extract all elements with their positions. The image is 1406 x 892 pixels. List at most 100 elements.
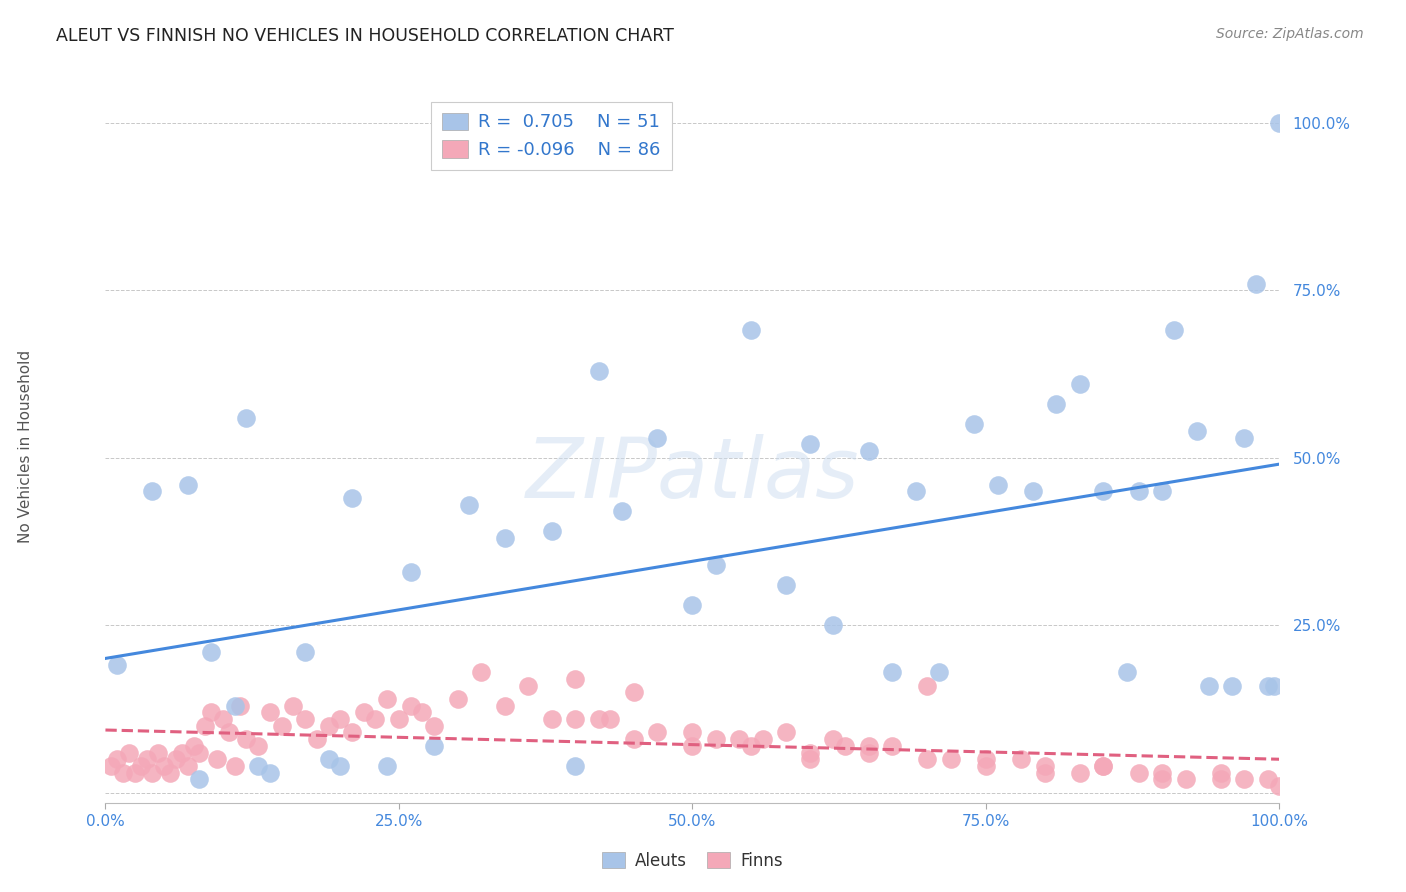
Point — [540, 524, 562, 539]
Point — [229, 698, 252, 713]
Point — [775, 725, 797, 739]
Point — [623, 685, 645, 699]
Point — [564, 672, 586, 686]
Point — [141, 765, 163, 780]
Point — [799, 437, 821, 451]
Point — [1022, 484, 1045, 499]
Point — [704, 732, 727, 747]
Text: ALEUT VS FINNISH NO VEHICLES IN HOUSEHOLD CORRELATION CHART: ALEUT VS FINNISH NO VEHICLES IN HOUSEHOL… — [56, 27, 673, 45]
Point — [904, 484, 927, 499]
Point — [1263, 679, 1285, 693]
Point — [364, 712, 387, 726]
Point — [141, 484, 163, 499]
Point — [270, 719, 292, 733]
Point — [1233, 772, 1256, 787]
Point — [704, 558, 727, 572]
Point — [458, 498, 481, 512]
Point — [411, 706, 433, 720]
Point — [728, 732, 751, 747]
Point — [205, 752, 228, 766]
Point — [1209, 772, 1232, 787]
Point — [470, 665, 492, 680]
Point — [194, 719, 217, 733]
Point — [224, 759, 246, 773]
Point — [188, 746, 211, 760]
Point — [235, 732, 257, 747]
Point — [928, 665, 950, 680]
Point — [1128, 484, 1150, 499]
Point — [681, 598, 703, 612]
Point — [218, 725, 240, 739]
Point — [247, 759, 270, 773]
Point — [1150, 484, 1173, 499]
Point — [165, 752, 187, 766]
Point — [517, 679, 540, 693]
Point — [939, 752, 962, 766]
Point — [118, 746, 141, 760]
Point — [494, 698, 516, 713]
Point — [159, 765, 181, 780]
Point — [329, 759, 352, 773]
Point — [963, 417, 986, 432]
Point — [259, 765, 281, 780]
Point — [1244, 277, 1267, 291]
Point — [388, 712, 411, 726]
Point — [974, 759, 997, 773]
Point — [247, 739, 270, 753]
Point — [188, 772, 211, 787]
Point — [775, 578, 797, 592]
Point — [588, 712, 610, 726]
Text: ZIPatlas: ZIPatlas — [526, 434, 859, 515]
Point — [423, 739, 446, 753]
Point — [915, 679, 938, 693]
Point — [224, 698, 246, 713]
Point — [1268, 779, 1291, 793]
Point — [823, 618, 845, 632]
Point — [681, 739, 703, 753]
Point — [974, 752, 997, 766]
Point — [329, 712, 352, 726]
Point — [1010, 752, 1032, 766]
Point — [799, 746, 821, 760]
Point — [564, 759, 586, 773]
Point — [148, 746, 170, 760]
Point — [1233, 431, 1256, 445]
Point — [1222, 679, 1244, 693]
Point — [100, 759, 122, 773]
Point — [446, 692, 468, 706]
Point — [1128, 765, 1150, 780]
Point — [610, 504, 633, 518]
Point — [740, 739, 762, 753]
Point — [1198, 679, 1220, 693]
Point — [880, 665, 903, 680]
Point — [645, 725, 668, 739]
Point — [170, 746, 193, 760]
Point — [340, 725, 363, 739]
Point — [124, 765, 146, 780]
Point — [211, 712, 233, 726]
Point — [1187, 424, 1209, 438]
Point — [858, 444, 880, 458]
Point — [1163, 323, 1185, 337]
Point — [294, 645, 316, 659]
Point — [1257, 772, 1279, 787]
Text: No Vehicles in Household: No Vehicles in Household — [18, 350, 32, 542]
Point — [399, 698, 422, 713]
Point — [987, 477, 1010, 491]
Point — [423, 719, 446, 733]
Point — [1033, 759, 1056, 773]
Point — [858, 739, 880, 753]
Point — [1069, 377, 1091, 392]
Point — [259, 706, 281, 720]
Point — [915, 752, 938, 766]
Point — [1092, 484, 1115, 499]
Legend: Aleuts, Finns: Aleuts, Finns — [595, 846, 790, 877]
Point — [318, 719, 340, 733]
Point — [340, 491, 363, 505]
Point — [294, 712, 316, 726]
Point — [176, 759, 198, 773]
Point — [1092, 759, 1115, 773]
Point — [799, 752, 821, 766]
Point — [752, 732, 775, 747]
Point — [1150, 765, 1173, 780]
